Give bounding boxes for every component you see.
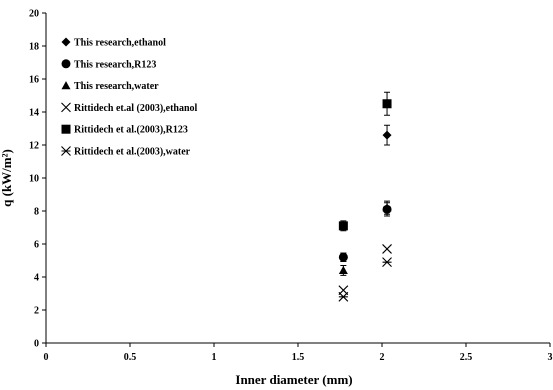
legend-marker xyxy=(61,124,71,134)
data-point xyxy=(382,244,392,254)
legend-label: This research,water xyxy=(74,81,159,92)
series-3 xyxy=(338,200,392,276)
x-axis-title: Inner diameter (mm) xyxy=(235,372,352,387)
legend-item: This research,ethanol xyxy=(61,37,166,49)
legend-label: This research,R123 xyxy=(74,59,156,70)
data-point xyxy=(338,221,348,231)
y-tick-label: 18 xyxy=(29,42,39,53)
y-axis-title: q (kW/m²) xyxy=(0,149,14,207)
y-tick-label: 0 xyxy=(34,339,39,350)
legend: This research,ethanol This research,R123 T… xyxy=(61,37,198,158)
legend-marker xyxy=(61,59,71,69)
y-tick-label: 20 xyxy=(29,9,39,20)
data-point xyxy=(338,265,348,274)
x-tick-label: 0 xyxy=(44,352,49,363)
legend-label: Rittidech et al.(2003),water xyxy=(74,147,191,158)
x-tick-label: 1 xyxy=(212,352,217,363)
x-tick-label: 1.5 xyxy=(292,352,305,363)
y-tick-label: 8 xyxy=(34,207,39,218)
y-tick-label: 10 xyxy=(29,174,39,185)
axis-ticks: 0 0.5 1 1.5 2 2.5 3 0 2 4 6 8 10 12 14 16 18 20 xyxy=(29,9,553,364)
legend-marker xyxy=(61,146,71,156)
data-point xyxy=(338,291,349,302)
data-point xyxy=(382,99,392,109)
legend-marker xyxy=(61,102,71,113)
x-tick-label: 3 xyxy=(548,352,553,363)
legend-item: Rittidech et.al (2003),ethanol xyxy=(61,102,198,114)
series-1 xyxy=(338,124,392,262)
legend-label: Rittidech et al.(2003),R123 xyxy=(74,125,188,136)
y-tick-label: 16 xyxy=(29,75,39,86)
x-tick-label: 2.5 xyxy=(460,352,473,363)
legend-item: Rittidech et al.(2003),R123 xyxy=(61,124,188,136)
legend-marker xyxy=(61,81,71,90)
y-tick-label: 14 xyxy=(29,108,39,119)
series-6 xyxy=(338,257,392,302)
legend-item: This research,water xyxy=(61,81,159,92)
y-tick-label: 2 xyxy=(34,306,39,317)
legend-item: This research,R123 xyxy=(61,59,156,70)
legend-marker xyxy=(61,37,71,47)
data-point xyxy=(382,257,392,268)
y-tick-label: 4 xyxy=(34,273,39,284)
data-point xyxy=(382,203,392,212)
y-tick-label: 6 xyxy=(34,240,39,251)
y-tick-label: 12 xyxy=(29,141,39,152)
x-tick-label: 2 xyxy=(380,352,385,363)
data-point xyxy=(382,130,392,140)
data-marks xyxy=(338,91,392,302)
series-4 xyxy=(338,244,392,296)
legend-item: Rittidech et al.(2003),water xyxy=(61,146,191,158)
data-point xyxy=(338,252,348,262)
series-5 xyxy=(338,91,392,232)
legend-label: This research,ethanol xyxy=(74,38,166,49)
legend-label: Rittidech et.al (2003),ethanol xyxy=(74,103,198,114)
x-tick-label: 0.5 xyxy=(124,352,137,363)
